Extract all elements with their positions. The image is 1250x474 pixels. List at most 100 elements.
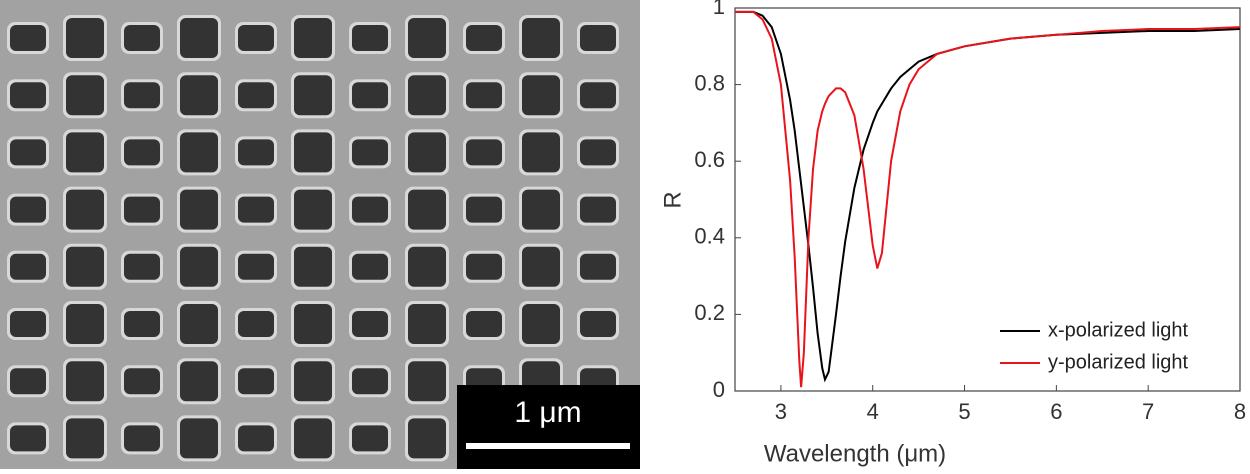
hole — [10, 311, 46, 337]
hole — [522, 18, 560, 58]
y-axis-label: R — [659, 191, 686, 208]
y-tick-label: 1 — [713, 0, 725, 19]
hole — [180, 18, 218, 58]
x-tick-label: 6 — [1050, 399, 1062, 424]
x-axis-label: Wavelength (μm) — [764, 440, 946, 467]
hole — [124, 25, 160, 51]
hole — [180, 189, 218, 230]
hole — [466, 25, 502, 51]
hole — [66, 418, 104, 459]
hole — [522, 189, 560, 230]
hole — [580, 196, 616, 223]
hole — [294, 132, 332, 173]
plot-frame — [734, 7, 1241, 392]
hole — [522, 246, 560, 287]
hole — [238, 368, 274, 395]
hole — [580, 253, 616, 280]
hole — [352, 196, 388, 223]
hole — [238, 253, 274, 280]
hole — [238, 25, 274, 51]
hole — [66, 246, 104, 287]
hole — [466, 253, 502, 280]
hole — [408, 361, 446, 402]
hole — [124, 253, 160, 280]
hole — [352, 253, 388, 280]
x-tick-label: 5 — [958, 399, 970, 424]
hole — [352, 425, 388, 452]
hole — [466, 82, 502, 109]
hole — [294, 75, 332, 116]
hole — [466, 196, 502, 223]
hole — [580, 82, 616, 109]
scale-bar-box — [457, 385, 640, 469]
hole — [522, 304, 560, 344]
hole — [10, 139, 46, 166]
hole — [10, 196, 46, 223]
hole — [180, 304, 218, 344]
x-tick-label: 4 — [867, 399, 879, 424]
hole — [66, 132, 104, 173]
hole — [66, 18, 104, 58]
hole — [408, 246, 446, 287]
hole — [294, 18, 332, 58]
hole — [294, 304, 332, 344]
hole — [10, 82, 46, 109]
hole — [10, 425, 46, 452]
hole — [66, 189, 104, 230]
hole — [466, 311, 502, 337]
chart: 0 0.2 0.4 0.6 0.8 1 3 4 5 6 7 8 x-polarized light y-p… — [694, 0, 1246, 424]
hole — [238, 82, 274, 109]
hole — [580, 25, 616, 51]
hole — [294, 189, 332, 230]
hole — [66, 304, 104, 344]
hole — [522, 132, 560, 173]
hole — [352, 82, 388, 109]
hole — [580, 139, 616, 166]
hole — [522, 75, 560, 116]
hole — [238, 311, 274, 337]
hole — [408, 189, 446, 230]
data-line — [735, 10, 1241, 388]
y-tick-label: 0.4 — [694, 224, 725, 249]
hole — [124, 425, 160, 452]
x-tick-label: 8 — [1234, 399, 1246, 424]
hole — [180, 246, 218, 287]
hole — [408, 18, 446, 58]
hole — [408, 132, 446, 173]
hole — [66, 361, 104, 402]
hole — [352, 139, 388, 166]
y-tick-label: 0 — [713, 377, 725, 402]
y-tick-label: 0.2 — [694, 300, 725, 325]
hole — [238, 196, 274, 223]
legend-label: y-polarized light — [1048, 351, 1189, 373]
hole — [180, 418, 218, 459]
hole — [466, 139, 502, 166]
hole — [180, 132, 218, 173]
hole — [10, 368, 46, 395]
hole — [180, 361, 218, 402]
sem-pattern — [7, 15, 619, 462]
hole — [294, 361, 332, 402]
legend-label: x-polarized light — [1048, 319, 1189, 341]
hole — [408, 304, 446, 344]
hole — [408, 418, 446, 459]
hole — [352, 25, 388, 51]
hole — [10, 253, 46, 280]
hole — [352, 311, 388, 337]
hole — [124, 196, 160, 223]
hole — [124, 82, 160, 109]
hole — [124, 368, 160, 395]
scale-bar — [466, 443, 630, 449]
y-tick-label: 0.8 — [694, 70, 725, 95]
x-tick-label: 7 — [1142, 399, 1154, 424]
x-tick-label: 3 — [775, 399, 787, 424]
hole — [124, 311, 160, 337]
hole — [66, 75, 104, 116]
hole — [294, 246, 332, 287]
hole — [10, 25, 46, 51]
y-tick-label: 0.6 — [694, 147, 725, 172]
hole — [294, 418, 332, 459]
hole — [580, 311, 616, 337]
